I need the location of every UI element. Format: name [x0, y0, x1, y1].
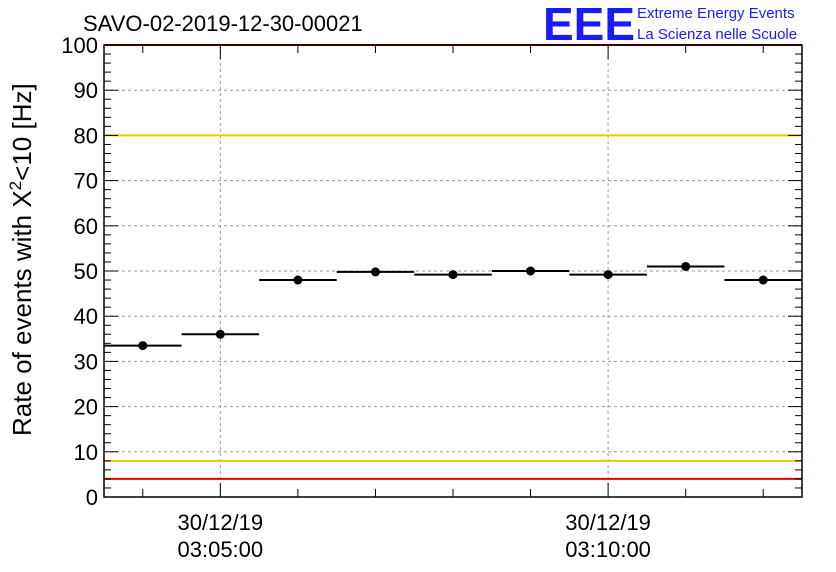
bin-point	[681, 261, 691, 271]
x-tick-label-time: 03:05:00	[178, 537, 264, 562]
y-axis-label-sup: 2	[6, 181, 25, 190]
eee-logo: EEE Extreme Energy Events La Scienza nel…	[543, 0, 797, 50]
reference-lines	[104, 44, 802, 480]
y-axis-label-tail: <10 [Hz]	[7, 83, 37, 181]
bin-point	[293, 275, 303, 285]
bin-point	[370, 267, 380, 277]
x-tick-label-date: 30/12/19	[178, 510, 264, 535]
y-axis-label: Rate of events with X2<10 [Hz]	[6, 83, 37, 436]
y-axis-ticks: 0 10 20 30 40 50 60 70 80 90 100	[61, 33, 802, 510]
y-tick-label: 90	[74, 78, 98, 103]
y-tick-label: 30	[74, 349, 98, 374]
y-tick-label: 0	[86, 485, 98, 510]
y-tick-label: 60	[74, 214, 98, 239]
bin-point	[758, 275, 768, 285]
logo-line-1: Extreme Energy Events	[637, 5, 795, 22]
bin-point	[215, 329, 225, 339]
y-tick-label: 70	[74, 169, 98, 194]
y-tick-label: 100	[61, 33, 98, 58]
logo-mark: EEE	[543, 0, 635, 50]
y-tick-label: 10	[74, 440, 98, 465]
y-tick-label: 50	[74, 259, 98, 284]
y-tick-label: 20	[74, 395, 98, 420]
data-bins	[104, 261, 802, 351]
y-tick-label: 80	[74, 123, 98, 148]
y-axis-label-main: Rate of events with X	[7, 190, 37, 436]
bin-point	[138, 341, 148, 351]
bin-point	[448, 270, 458, 280]
x-tick-label-time: 03:10:00	[565, 537, 651, 562]
bin-point	[526, 266, 536, 276]
bin-point	[603, 270, 613, 280]
x-tick-label-date: 30/12/19	[565, 510, 651, 535]
y-tick-label: 40	[74, 304, 98, 329]
chart-title: SAVO-02-2019-12-30-00021	[83, 11, 363, 36]
logo-line-2: La Scienza nelle Scuole	[637, 26, 797, 43]
